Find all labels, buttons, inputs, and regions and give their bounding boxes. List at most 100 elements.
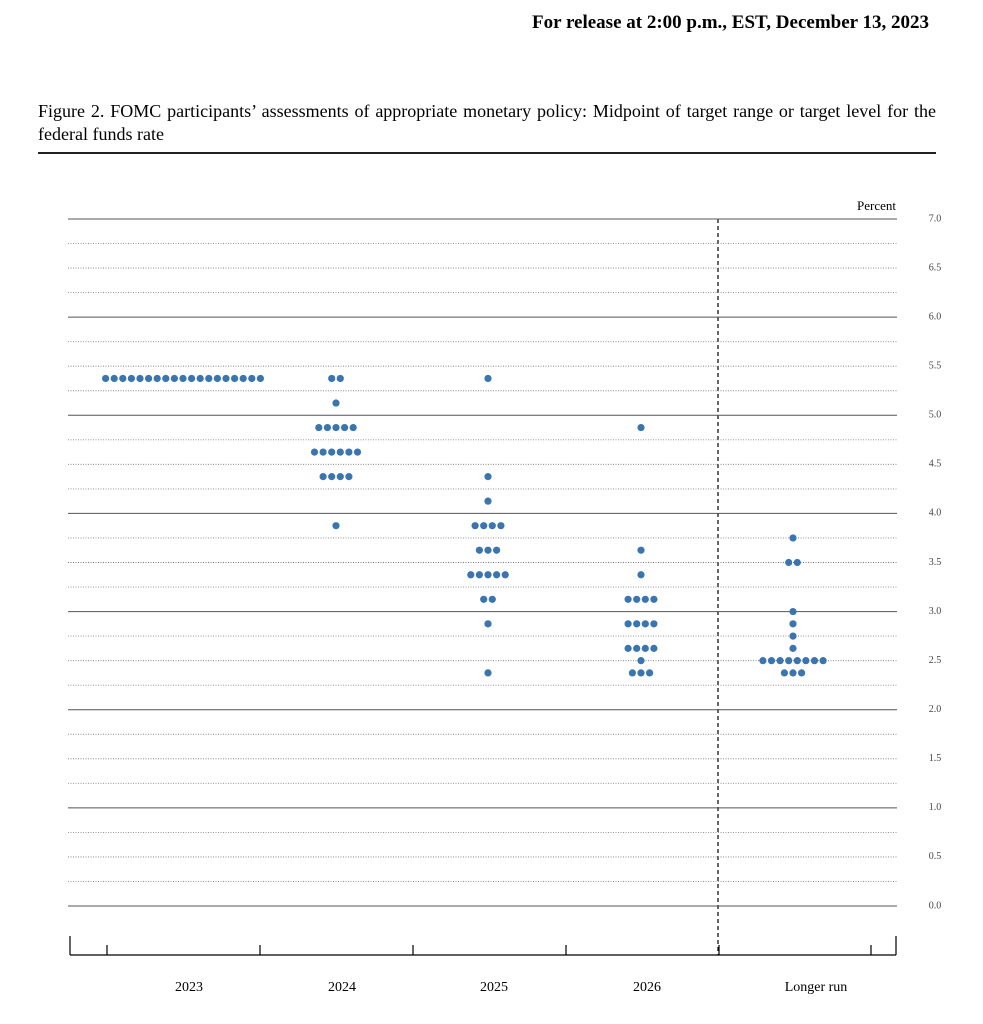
dot xyxy=(328,448,336,456)
y-axis-label: Percent xyxy=(857,198,896,213)
dot xyxy=(345,473,353,481)
dot xyxy=(497,522,505,530)
dot xyxy=(119,374,127,383)
dot xyxy=(162,374,170,383)
dot xyxy=(646,669,654,677)
dot xyxy=(319,448,327,456)
dot xyxy=(789,644,797,652)
x-tick-label: 2023 xyxy=(175,980,203,995)
dot xyxy=(336,448,344,456)
dot xyxy=(785,558,793,567)
y-tick-label: 1.5 xyxy=(929,753,942,764)
dot xyxy=(488,595,496,603)
dot xyxy=(493,571,501,579)
dot xyxy=(637,669,645,677)
dot xyxy=(345,448,353,456)
dot xyxy=(798,669,806,677)
dot xyxy=(484,473,492,481)
dot xyxy=(328,473,336,481)
dot xyxy=(475,546,483,554)
y-tick-label: 5.5 xyxy=(929,361,942,372)
dot xyxy=(323,423,331,432)
dot xyxy=(153,374,161,383)
dot xyxy=(332,522,340,530)
release-header: For release at 2:00 p.m., EST, December … xyxy=(532,12,929,33)
dot xyxy=(136,374,144,383)
dot xyxy=(641,595,649,603)
dot xyxy=(196,374,204,383)
dot xyxy=(256,374,264,383)
dot xyxy=(332,423,340,432)
dot xyxy=(650,644,658,652)
dot xyxy=(789,669,797,677)
dot xyxy=(767,657,776,665)
y-tick-label: 2.5 xyxy=(929,655,942,666)
y-tick-label: 4.0 xyxy=(929,508,942,519)
dot xyxy=(501,571,509,579)
y-tick-label: 0.5 xyxy=(929,851,942,862)
dot xyxy=(624,595,632,603)
y-tick-label: 6.5 xyxy=(929,262,942,273)
dot xyxy=(319,473,327,481)
dot xyxy=(789,620,797,628)
dot xyxy=(328,374,336,383)
dot xyxy=(641,620,649,628)
dot xyxy=(480,595,488,603)
dot xyxy=(336,473,344,481)
dot xyxy=(789,607,797,616)
dot xyxy=(475,571,483,579)
dot xyxy=(637,423,645,432)
dot xyxy=(102,374,110,383)
dot xyxy=(624,644,632,652)
x-tick-label: 2024 xyxy=(328,980,356,995)
dot xyxy=(633,644,641,652)
y-tick-label: 3.0 xyxy=(929,606,942,617)
dot xyxy=(248,374,256,383)
y-tick-label: 3.5 xyxy=(929,557,942,568)
dot xyxy=(633,620,641,628)
dot xyxy=(471,522,479,530)
dot xyxy=(810,657,819,665)
x-tick-label: 2025 xyxy=(480,980,508,995)
x-tick-label: Longer run xyxy=(785,980,848,995)
y-tick-label: 6.0 xyxy=(929,311,942,322)
dot xyxy=(789,534,797,542)
dot xyxy=(637,571,645,579)
dot xyxy=(332,399,340,407)
dot xyxy=(637,657,645,665)
dot xyxy=(341,423,349,432)
dot xyxy=(793,558,801,567)
y-tick-label: 5.0 xyxy=(929,410,942,421)
dot xyxy=(484,669,492,677)
dot xyxy=(493,546,501,554)
dot xyxy=(336,374,344,383)
dot xyxy=(641,644,649,652)
dot xyxy=(785,657,793,665)
dot xyxy=(484,497,492,505)
dot xyxy=(110,374,118,383)
y-tick-label: 2.0 xyxy=(929,704,942,715)
y-tick-label: 1.0 xyxy=(929,802,942,813)
dot xyxy=(170,374,178,383)
dot xyxy=(213,374,221,383)
dot xyxy=(802,657,810,665)
dot xyxy=(488,522,496,530)
dot xyxy=(633,595,641,603)
dot xyxy=(145,374,153,383)
dot xyxy=(624,620,632,628)
dot xyxy=(480,522,488,530)
dot xyxy=(315,423,323,432)
dot xyxy=(239,374,247,383)
dot xyxy=(628,669,637,677)
x-tick-label: 2026 xyxy=(633,980,661,995)
dot xyxy=(179,374,187,383)
dot xyxy=(484,571,492,579)
y-tick-label: 4.5 xyxy=(929,459,942,470)
dot xyxy=(776,657,784,665)
dot xyxy=(349,423,357,432)
y-tick-label: 7.0 xyxy=(929,213,942,224)
dot xyxy=(793,657,801,665)
dot xyxy=(650,595,658,603)
